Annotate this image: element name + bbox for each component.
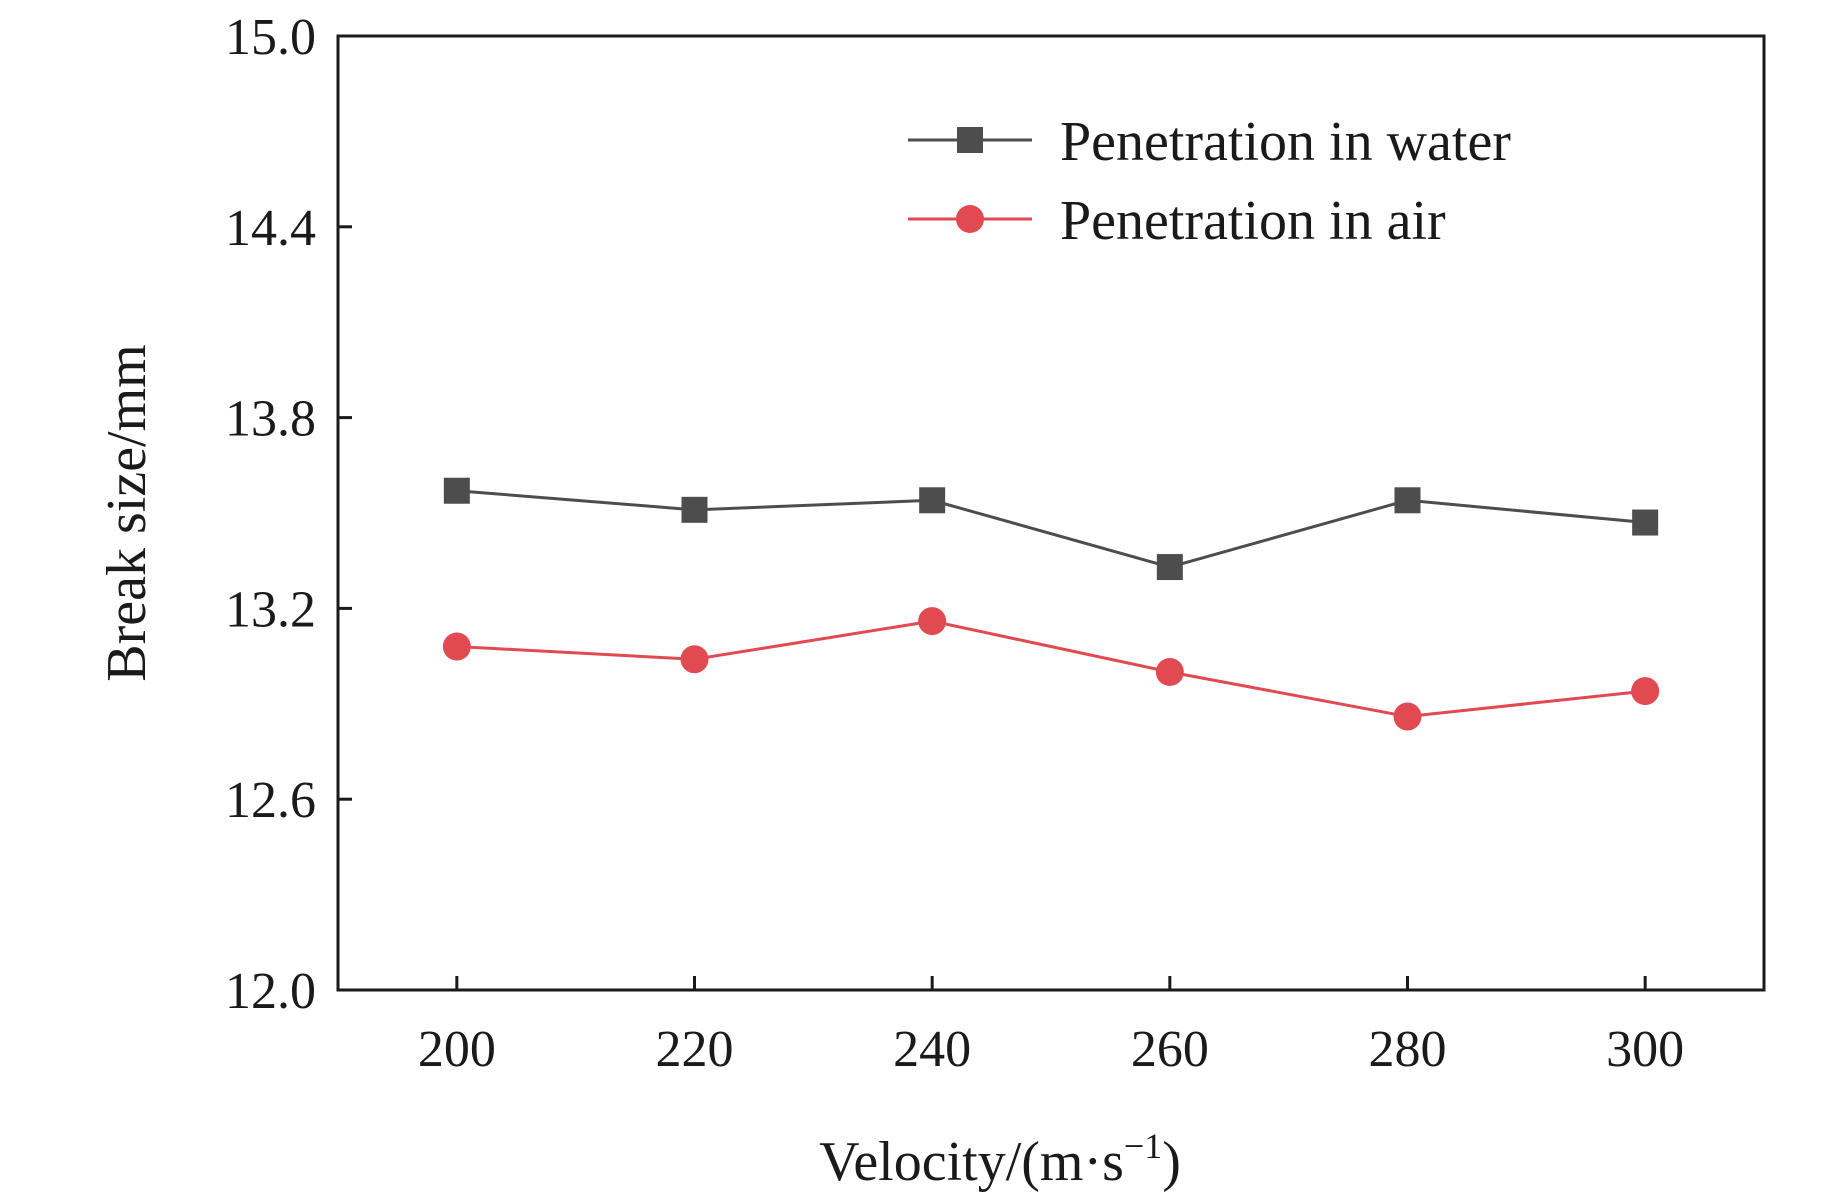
series-air: [442, 607, 1660, 731]
data-point-circle: [918, 607, 947, 636]
y-tick-label: 15.0: [225, 9, 316, 66]
series-water: [443, 477, 1659, 581]
x-tick-label: 240: [893, 1021, 971, 1078]
y-tick-label: 14.4: [225, 200, 316, 257]
data-point-circle: [1155, 658, 1184, 686]
y-axis-title: Break size/mm: [96, 344, 158, 681]
y-tick-label: 12.0: [225, 963, 316, 1020]
y-tick-label: 12.6: [225, 772, 316, 829]
x-tick-label: 200: [418, 1021, 496, 1078]
x-tick-label: 280: [1369, 1021, 1447, 1078]
data-point-square: [1156, 554, 1183, 581]
y-axis: 12.0 12.6 13.2 13.8 14.4 15.0: [225, 9, 352, 1020]
data-point-square: [919, 487, 946, 514]
y-tick-label: 13.2: [225, 581, 316, 638]
data-point-square: [443, 477, 470, 504]
x-axis-title-suffix: ): [1162, 1131, 1181, 1193]
data-point-square: [1394, 487, 1421, 514]
plot-frame: [336, 34, 1766, 992]
data-point-circle: [680, 645, 709, 674]
data-point-square: [681, 496, 708, 523]
legend-marker-circle: [956, 205, 984, 233]
legend: Penetration in water Penetration in air: [908, 111, 1511, 252]
x-tick-label: 220: [656, 1021, 734, 1078]
legend-item-water: Penetration in water: [908, 111, 1511, 173]
data-point-circle: [1631, 677, 1660, 706]
legend-label-air: Penetration in air: [1060, 190, 1446, 252]
legend-label-water: Penetration in water: [1060, 111, 1511, 173]
x-tick-label: 300: [1606, 1021, 1684, 1078]
legend-item-air: Penetration in air: [908, 190, 1446, 252]
series-layer: [442, 477, 1660, 731]
x-axis-title-text: Velocity/(m·s: [819, 1131, 1124, 1193]
x-axis-title-superscript: −1: [1124, 1126, 1162, 1166]
legend-marker-square: [957, 127, 983, 153]
data-point-circle: [1393, 702, 1422, 731]
series-line: [456, 619, 1646, 719]
y-tick-label: 13.8: [225, 391, 316, 448]
x-axis-title: Velocity/(m·s−1): [819, 1126, 1181, 1193]
x-tick-label: 260: [1131, 1021, 1209, 1078]
data-point-square: [1632, 509, 1659, 536]
data-point-circle: [442, 632, 471, 661]
series-line: [456, 489, 1646, 569]
x-axis: 200 220 240 260 280 300: [418, 976, 1684, 1078]
